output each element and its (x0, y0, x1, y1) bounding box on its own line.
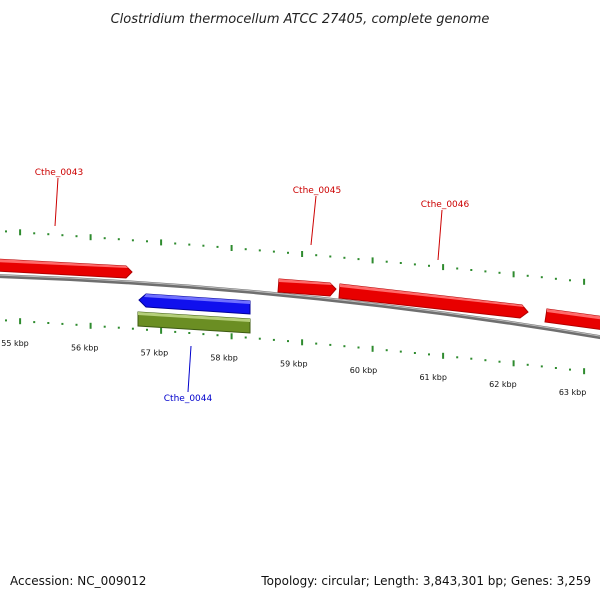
genome-backbone (0, 274, 600, 340)
scale-label: 57 kbp (141, 348, 169, 357)
upper-tick-track (5, 229, 586, 285)
scale-label-group: 55 kbp 56 kbp 57 kbp 58 kbp 59 kbp 60 kbp 61 k… (1, 339, 586, 397)
gene-cthe-0046[interactable] (338, 283, 529, 319)
scale-label: 63 kbp (559, 388, 587, 397)
gene-label-cthe-0043[interactable]: Cthe_0043 (35, 168, 83, 178)
scale-label: 59 kbp (280, 360, 308, 369)
scale-label: 58 kbp (210, 354, 238, 363)
genome-backbone-highlight (0, 274, 600, 337)
gene-cthe-0043[interactable] (0, 258, 133, 279)
scale-label: 62 kbp (489, 380, 517, 389)
scale-label: 55 kbp (1, 339, 29, 348)
gene-label-cthe-0046[interactable]: Cthe_0046 (421, 200, 470, 210)
scale-label: 61 kbp (419, 373, 447, 382)
gene-cthe-0045[interactable] (277, 278, 337, 297)
cds-feature-cthe-0044[interactable] (137, 311, 251, 334)
gene-label-cthe-0044[interactable]: Cthe_0044 (164, 394, 213, 404)
lower-tick-track (5, 318, 586, 375)
scale-label: 60 kbp (350, 366, 378, 375)
leader-line-cthe-0045 (310, 195, 317, 246)
gene-label-cthe-0045[interactable]: Cthe_0045 (293, 186, 341, 196)
leader-line-cthe-0044 (187, 345, 192, 393)
gene-cthe-0044[interactable] (138, 293, 251, 315)
leader-line-cthe-0043 (54, 177, 59, 227)
scale-label: 56 kbp (71, 343, 99, 352)
map-title: Clostridium thermocellum ATCC 27405, com… (111, 12, 490, 27)
leader-line-cthe-0046 (437, 209, 443, 261)
genome-summary: Topology: circular; Length: 3,843,301 bp… (260, 574, 591, 588)
gene-unlabeled[interactable] (544, 308, 600, 330)
accession-label: Accession: NC_009012 (10, 574, 146, 588)
